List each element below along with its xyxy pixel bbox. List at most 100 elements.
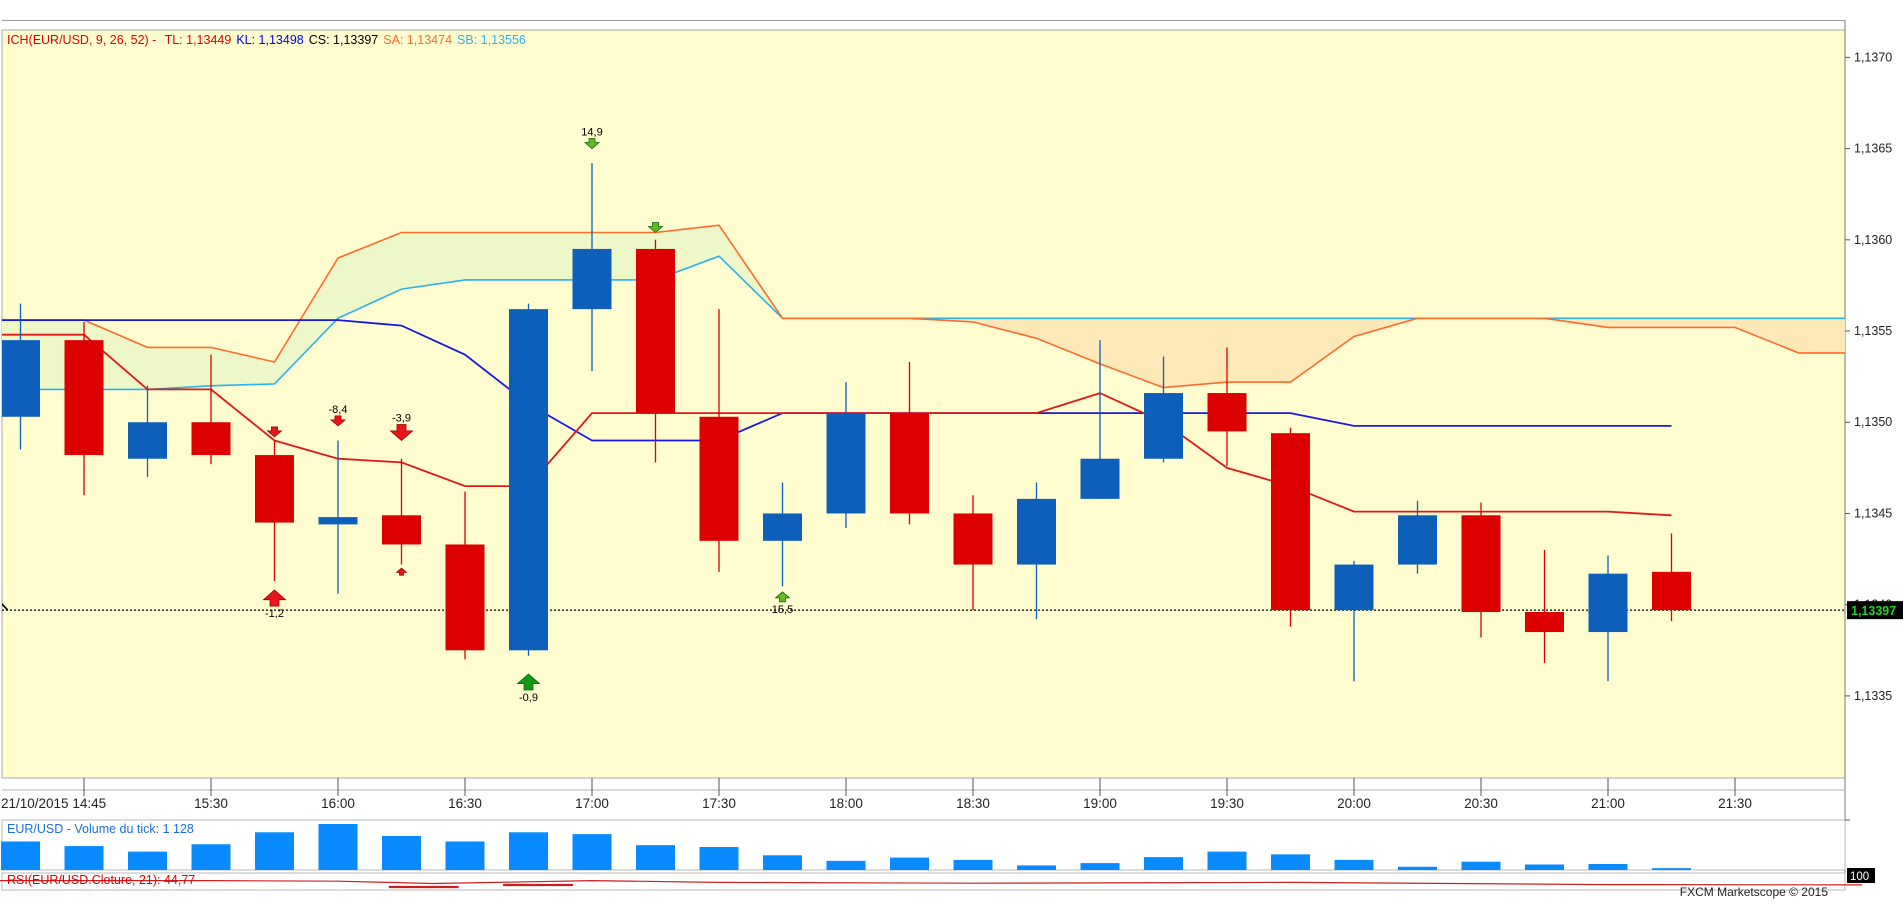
ichimoku-cloud-segment xyxy=(1608,318,1672,328)
candle-body xyxy=(1334,564,1374,611)
footer-credit: FXCM Marketscope © 2015 xyxy=(1680,885,1829,899)
candle xyxy=(1271,427,1310,627)
signal-down-arrow-icon xyxy=(389,424,414,442)
candle xyxy=(572,163,612,372)
time-tick-label: 19:00 xyxy=(1083,796,1117,811)
ichimoku-legend-tl: TL: 1,13449 xyxy=(165,33,232,47)
ichimoku-cloud-segment xyxy=(211,347,275,386)
candle xyxy=(1017,482,1056,620)
ichimoku-cloud-segment xyxy=(1735,318,1799,353)
candle-body xyxy=(1080,458,1120,499)
volume-bar xyxy=(1334,859,1374,870)
price-panel-background xyxy=(1,29,1846,779)
volume-bar xyxy=(1398,866,1437,870)
candle xyxy=(763,482,802,587)
signal-down-arrow-icon xyxy=(329,415,347,427)
volume-bar xyxy=(1525,864,1564,870)
current-price-label: 1,13397 xyxy=(1851,604,1896,618)
price-plot-area xyxy=(2,163,1845,682)
signal-label: 14,9 xyxy=(581,127,602,139)
ichimoku-legend-sa: SA: 1,13474 xyxy=(383,33,452,47)
candle xyxy=(1652,533,1691,622)
senkou-span-b-line xyxy=(2,255,1845,391)
ichimoku-legend-prefix: ICH(EUR/USD, 9, 26, 52) - xyxy=(7,33,160,47)
time-tick-label: 15:30 xyxy=(194,796,228,811)
time-tick-label: 21:30 xyxy=(1718,796,1752,811)
volume-bar xyxy=(255,832,294,870)
volume-bar xyxy=(1,841,40,870)
candle-body xyxy=(255,455,294,523)
candle-body xyxy=(826,413,866,514)
volume-bar xyxy=(699,847,739,870)
candle xyxy=(1525,549,1564,664)
time-tick-label: 19:30 xyxy=(1210,796,1244,811)
time-tick-label: 16:30 xyxy=(448,796,482,811)
signal-label: -0,9 xyxy=(519,692,538,704)
rsi-axis-tag xyxy=(1847,868,1875,883)
candle-body xyxy=(64,340,104,456)
candle-body xyxy=(1271,433,1310,611)
candle-body xyxy=(636,248,675,414)
volume-bar xyxy=(890,857,929,870)
signal-label: -8,4 xyxy=(329,404,348,416)
time-tick-label: 20:00 xyxy=(1337,796,1371,811)
volume-bar xyxy=(318,824,358,870)
candle-body xyxy=(318,517,358,525)
candle-body xyxy=(763,513,802,541)
volume-bar xyxy=(636,845,675,870)
signal-up-arrow-icon xyxy=(262,589,287,607)
candle-body xyxy=(890,413,929,514)
candle xyxy=(1588,555,1628,682)
candle xyxy=(1207,347,1247,467)
candle-body xyxy=(572,248,612,310)
candle xyxy=(445,491,485,660)
signal-down-arrow-icon xyxy=(583,138,601,150)
signal-up-arrow-icon xyxy=(774,591,791,603)
ichimoku-legend-cs: CS: 1,13397 xyxy=(309,33,379,47)
candle xyxy=(1461,502,1501,638)
ichimoku-cloud-segment xyxy=(1290,318,1354,383)
volume-bar xyxy=(509,832,548,870)
ichimoku-cloud-segment xyxy=(1100,318,1164,388)
ichimoku-cloud-segment xyxy=(338,232,402,319)
candle-body xyxy=(953,513,993,565)
candle xyxy=(1334,560,1374,682)
ichimoku-legend-sb: SB: 1,13556 xyxy=(457,33,526,47)
rsi-panel-background xyxy=(1,872,1846,891)
candle-body xyxy=(191,422,231,456)
candle xyxy=(509,303,548,656)
signal-label: 15,5 xyxy=(772,604,793,616)
volume-bar xyxy=(1017,865,1056,870)
candle-body xyxy=(1017,498,1056,565)
candle xyxy=(1080,340,1120,499)
candle xyxy=(191,354,231,465)
candle xyxy=(890,362,929,525)
signal-down-arrow-icon xyxy=(647,222,664,234)
time-tick-label: 21/10/2015 14:45 xyxy=(1,796,106,811)
candle xyxy=(1144,356,1183,463)
time-tick-label: 17:00 xyxy=(575,796,609,811)
volume-bar xyxy=(1144,857,1183,870)
ichimoku-cloud-segment xyxy=(465,232,529,280)
candle-body xyxy=(1461,515,1501,612)
candle-body xyxy=(1588,573,1628,633)
ichimoku-legend-kl: KL: 1,13498 xyxy=(236,33,303,47)
ichimoku-legend: ICH(EUR/USD, 9, 26, 52) - TL: 1,13449 KL:… xyxy=(7,33,526,47)
volume-bar xyxy=(445,841,485,870)
time-tick-label: 17:30 xyxy=(702,796,736,811)
ichimoku-cloud-segment xyxy=(401,232,465,290)
candle-body xyxy=(128,422,167,459)
volume-bar xyxy=(826,860,866,870)
current-price-tag xyxy=(1847,601,1903,620)
signal-up-arrow-icon xyxy=(516,673,541,691)
senkou-span-a-line xyxy=(2,224,1845,389)
rsi-title: RSI(EUR/USD.Cloture, 21): 44,77 xyxy=(7,873,195,887)
candle xyxy=(382,458,421,565)
candle-body xyxy=(1398,515,1437,565)
volume-bar xyxy=(1207,851,1247,870)
candle-body xyxy=(1144,393,1183,459)
candle-body xyxy=(1207,393,1247,432)
candle xyxy=(1398,500,1437,574)
candle xyxy=(64,321,104,496)
candle xyxy=(826,382,866,529)
